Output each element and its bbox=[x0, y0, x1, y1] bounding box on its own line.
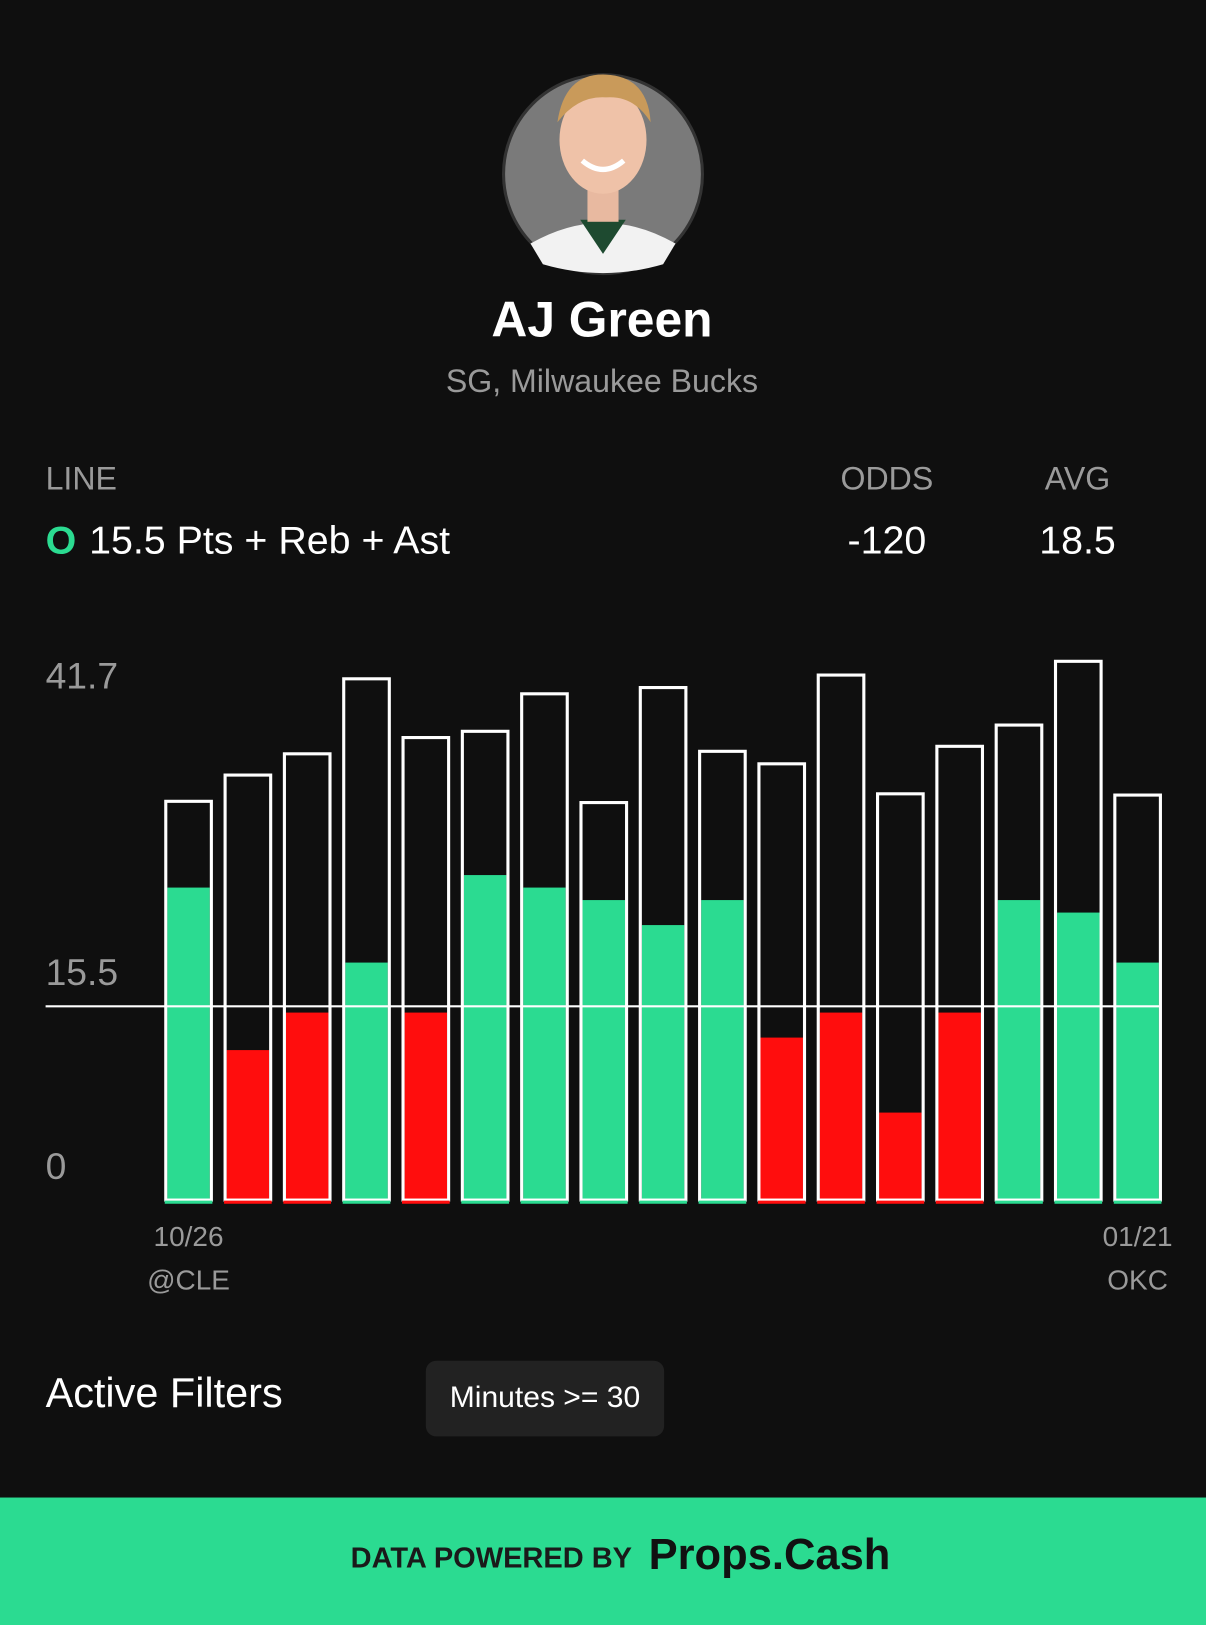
chart: 0 15.5 41.7 10/26 @CLE 01/21 OKC bbox=[46, 655, 1173, 1296]
bar-value bbox=[226, 1050, 270, 1201]
bar-outline bbox=[164, 799, 213, 1202]
bar-value bbox=[938, 1012, 981, 1201]
bar-value bbox=[345, 962, 388, 1201]
bar-value bbox=[997, 900, 1041, 1201]
bar-outline bbox=[460, 729, 510, 1202]
bar-outline bbox=[876, 792, 925, 1202]
bar-outline bbox=[1053, 659, 1103, 1202]
avg-value: 18.5 bbox=[1039, 518, 1116, 562]
bar-value bbox=[701, 900, 744, 1201]
x-tick-opponent: @CLE bbox=[147, 1264, 230, 1295]
bar-outline bbox=[935, 744, 985, 1202]
x-tick-opponent: OKC bbox=[1107, 1264, 1168, 1295]
bar-outline bbox=[342, 677, 391, 1202]
bar-value bbox=[1116, 962, 1159, 1201]
avg-label: AVG bbox=[1045, 460, 1110, 496]
bar-outline bbox=[520, 692, 569, 1202]
bar-outline bbox=[994, 723, 1044, 1202]
player-name: AJ Green bbox=[491, 291, 712, 347]
bar-value bbox=[582, 900, 626, 1201]
bar-value bbox=[523, 887, 566, 1201]
bar-outline bbox=[1113, 793, 1162, 1202]
avatar bbox=[501, 73, 705, 276]
footer bbox=[0, 1497, 1206, 1625]
bar-value bbox=[285, 1012, 329, 1201]
x-tick-date: 01/21 bbox=[1103, 1221, 1173, 1252]
y-tick-label: 15.5 bbox=[46, 951, 119, 993]
x-tick-date: 10/26 bbox=[154, 1221, 224, 1252]
bar-outline bbox=[638, 686, 688, 1202]
bar-outline bbox=[816, 673, 866, 1202]
filter-pill-text[interactable]: Minutes >= 30 bbox=[450, 1381, 640, 1414]
bar-outline bbox=[282, 752, 332, 1202]
bar-value bbox=[760, 1037, 803, 1201]
bar-value bbox=[641, 925, 685, 1201]
line-label: LINE bbox=[46, 460, 117, 496]
bar-value bbox=[1057, 912, 1100, 1201]
bar-value bbox=[819, 1012, 863, 1201]
bar-outline bbox=[757, 762, 807, 1202]
bar-value bbox=[879, 1112, 922, 1201]
bar-value bbox=[404, 1012, 448, 1201]
bar-outline bbox=[401, 736, 451, 1202]
y-tick-label: 41.7 bbox=[46, 655, 119, 697]
bar-value bbox=[167, 887, 210, 1201]
line-side: O bbox=[46, 518, 77, 562]
filter-pill[interactable] bbox=[425, 1360, 665, 1437]
bar-outline bbox=[579, 801, 629, 1202]
bar-value bbox=[463, 875, 507, 1201]
player-team: SG, Milwaukee Bucks bbox=[446, 363, 758, 399]
bar-outline bbox=[223, 773, 273, 1202]
y-tick-label: 0 bbox=[46, 1145, 67, 1187]
filters-title: Active Filters bbox=[46, 1369, 283, 1416]
bar-outline bbox=[698, 749, 747, 1202]
odds-label: ODDS bbox=[841, 460, 934, 496]
footer-prefix: DATA POWERED BY bbox=[351, 1542, 632, 1574]
odds-value: -120 bbox=[848, 518, 927, 562]
footer-brand: Props.Cash bbox=[649, 1531, 891, 1579]
line-text: 15.5 Pts + Reb + Ast bbox=[89, 518, 450, 562]
